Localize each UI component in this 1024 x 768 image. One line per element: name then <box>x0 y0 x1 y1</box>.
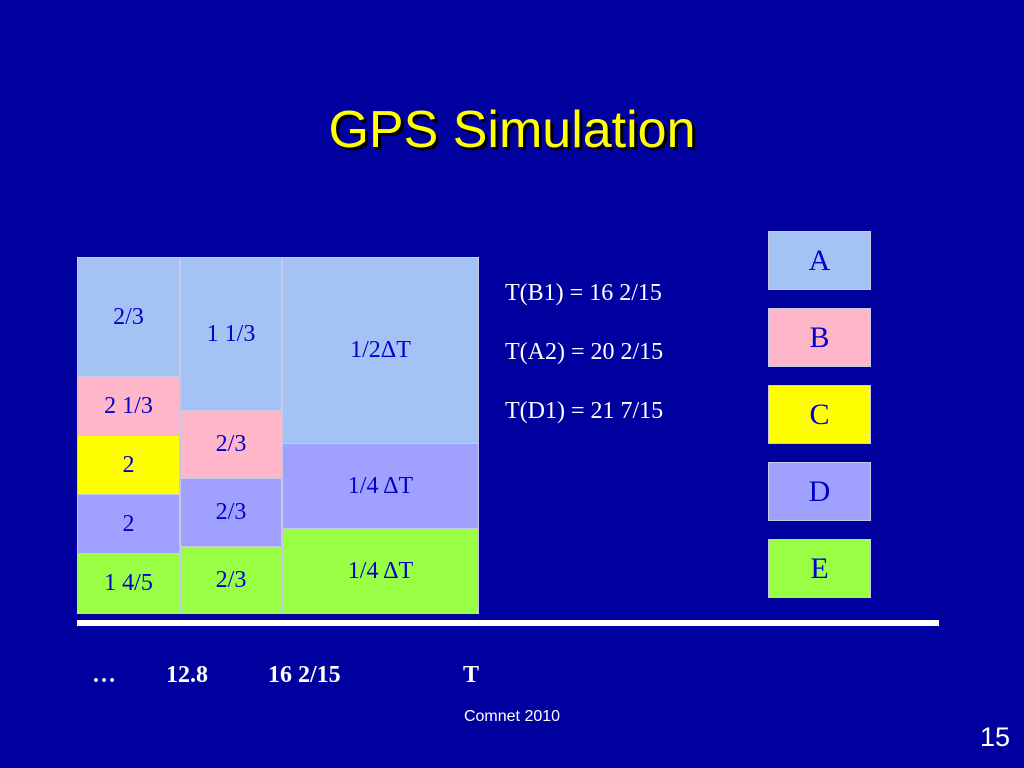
legend-box: E <box>768 539 871 598</box>
block: 2/3 <box>77 257 180 377</box>
equation: T(B1) = 16 2/15 <box>505 280 662 306</box>
block: 1/4 ΔT <box>282 528 479 614</box>
axis-label: 16 2/15 <box>268 662 341 688</box>
block: 1/4 ΔT <box>282 443 479 529</box>
block: 2/3 <box>180 478 282 547</box>
block: 1 1/3 <box>180 257 282 411</box>
block: 2/3 <box>180 410 282 479</box>
axis-label: 12.8 <box>166 662 208 688</box>
equation: T(A2) = 20 2/15 <box>505 339 664 365</box>
block: 1/2ΔT <box>282 257 479 444</box>
block: 2/3 <box>180 546 282 614</box>
footer: Comnet 2010 <box>463 708 561 725</box>
block: 2 1/3 <box>77 376 180 436</box>
legend-box: A <box>768 231 871 290</box>
time-axis <box>77 620 939 626</box>
equation: T(D1) = 21 7/15 <box>505 398 664 424</box>
page-number: 15 <box>979 722 1010 752</box>
block: 2 <box>77 435 180 495</box>
block: 1 4/5 <box>77 553 180 614</box>
block: 2 <box>77 494 180 554</box>
title: GPS Simulation <box>328 101 696 159</box>
legend-box: D <box>768 462 871 521</box>
axis-label: … <box>92 662 116 688</box>
axis-label: T <box>463 662 480 688</box>
legend-box: B <box>768 308 871 367</box>
legend-box: C <box>768 385 871 444</box>
